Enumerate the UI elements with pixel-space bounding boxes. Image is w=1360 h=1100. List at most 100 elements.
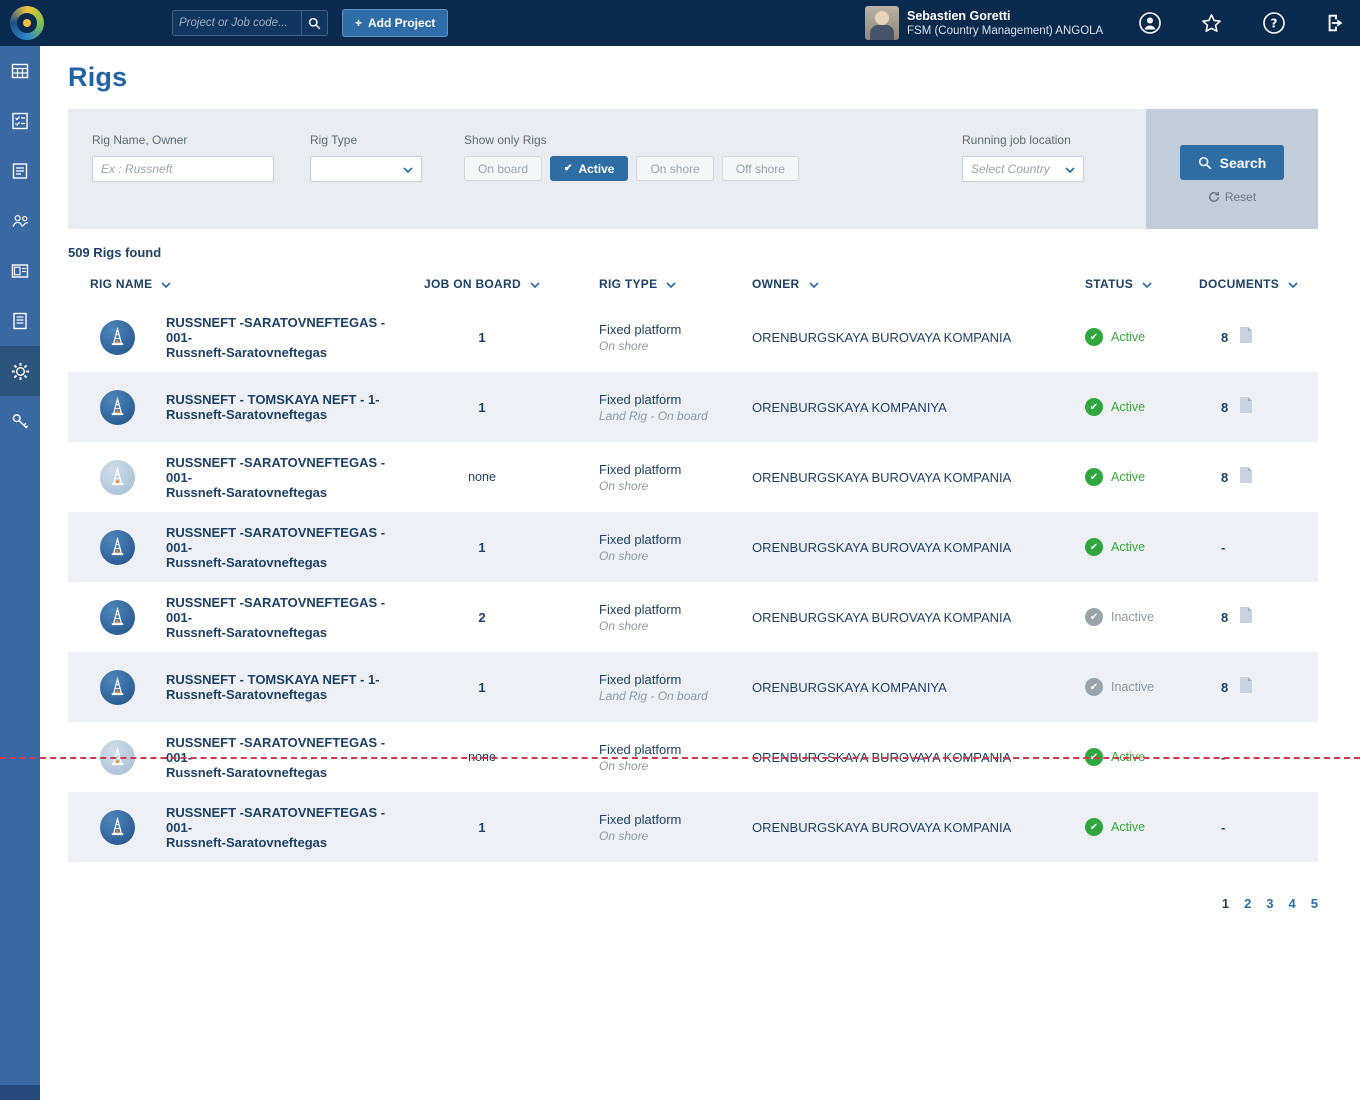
table-row[interactable]: RUSSNEFT - TOMSKAYA NEFT - 1- Russneft-Sa…	[68, 652, 1318, 722]
user-circle-icon[interactable]	[1137, 11, 1162, 36]
chevron-down-icon[interactable]	[1288, 277, 1298, 291]
column-header-rig-type[interactable]: RIG TYPE	[556, 277, 721, 291]
rig-type: Fixed platform On shore	[599, 741, 682, 773]
column-header-job-on-board[interactable]: JOB ON BOARD	[408, 277, 556, 291]
rig-type: Fixed platform Land Rig - On board	[599, 671, 708, 703]
status-badge: ✔ Active	[1054, 328, 1199, 346]
rig-name-label: Rig Name, Owner	[92, 133, 188, 147]
toggle-on-board[interactable]: On board	[464, 156, 543, 181]
document-icon[interactable]	[1239, 466, 1253, 489]
document-icon[interactable]	[1239, 396, 1253, 419]
chevron-down-icon[interactable]	[1142, 277, 1152, 291]
documents-cell: -	[1221, 819, 1226, 835]
star-icon[interactable]	[1199, 11, 1224, 36]
rig-name[interactable]: RUSSNEFT - TOMSKAYA NEFT - 1- Russneft-Sa…	[166, 392, 380, 422]
job-on-board: 1	[478, 539, 486, 555]
rig-type: Fixed platform On shore	[599, 461, 682, 493]
logout-icon[interactable]	[1323, 11, 1348, 36]
page-number-4[interactable]: 4	[1288, 896, 1296, 911]
status-check-icon: ✔	[1085, 608, 1103, 626]
sidebar-item-tasks[interactable]	[0, 96, 40, 146]
rig-icon	[99, 739, 135, 775]
status-check-icon: ✔	[1085, 748, 1103, 766]
page-number-3[interactable]: 3	[1266, 896, 1274, 911]
rig-name[interactable]: RUSSNEFT -SARATOVNEFTEGAS - 001- Russneft…	[166, 594, 386, 640]
search-button[interactable]: Search	[1180, 145, 1284, 180]
sidebar-item-reports[interactable]	[0, 146, 40, 196]
document-icon	[1240, 676, 1253, 693]
sidebar-item-planning[interactable]	[0, 46, 40, 96]
table-row[interactable]: RUSSNEFT - TOMSKAYA NEFT - 1- Russneft-Sa…	[68, 372, 1318, 442]
rig-type: Fixed platform On shore	[599, 531, 682, 563]
help-icon[interactable]: ?	[1261, 11, 1286, 36]
document-icon[interactable]	[1239, 606, 1253, 629]
rig-icon	[99, 459, 135, 495]
sidebar-footer[interactable]	[0, 1085, 40, 1100]
rig-icon	[99, 809, 135, 845]
user-block[interactable]: Sebastien Goretti FSM (Country Managemen…	[865, 6, 1103, 40]
rig-name[interactable]: RUSSNEFT - TOMSKAYA NEFT - 1- Russneft-Sa…	[166, 672, 380, 702]
rig-name[interactable]: RUSSNEFT -SARATOVNEFTEGAS - 001- Russneft…	[166, 454, 386, 500]
table-row[interactable]: RUSSNEFT -SARATOVNEFTEGAS - 001- Russneft…	[68, 512, 1318, 582]
rig-type-select[interactable]	[310, 156, 422, 182]
toggle-on-shore[interactable]: On shore	[636, 156, 714, 181]
table-row[interactable]: RUSSNEFT -SARATOVNEFTEGAS - 001- Russneft…	[68, 302, 1318, 372]
user-role: FSM (Country Management) ANGOLA	[907, 25, 1104, 37]
page-number-2[interactable]: 2	[1244, 896, 1252, 911]
documents-cell: -	[1221, 749, 1226, 765]
document-icon	[1240, 326, 1253, 343]
sidebar-item-notes[interactable]	[0, 296, 40, 346]
people-icon	[11, 212, 30, 230]
column-header-owner[interactable]: OWNER	[721, 277, 1054, 291]
country-select[interactable]: Select Country	[962, 156, 1084, 182]
filter-panel: Rig Name, Owner Rig Type Show only Rigs …	[68, 109, 1318, 229]
documents-cell: 8	[1199, 326, 1318, 349]
main-content: Rigs Rig Name, Owner Rig Type Show only …	[40, 46, 1360, 911]
status-check-icon: ✔	[1085, 468, 1103, 486]
add-project-button[interactable]: + Add Project	[342, 9, 449, 37]
results-count: 509 Rigs found	[68, 245, 162, 260]
status-badge: ✔ Active	[1054, 818, 1199, 836]
status-badge: ✔ Active	[1054, 538, 1199, 556]
chevron-down-icon[interactable]	[530, 277, 540, 291]
table-row[interactable]: RUSSNEFT -SARATOVNEFTEGAS - 001- Russneft…	[68, 722, 1318, 792]
column-header-status[interactable]: STATUS	[1054, 277, 1199, 291]
page-title: Rigs	[68, 62, 128, 92]
rig-name[interactable]: RUSSNEFT -SARATOVNEFTEGAS - 001- Russneft…	[166, 314, 386, 360]
search-icon[interactable]	[301, 11, 327, 35]
document-icon[interactable]	[1239, 326, 1253, 349]
sidebar-item-access[interactable]	[0, 396, 40, 446]
table-row[interactable]: RUSSNEFT -SARATOVNEFTEGAS - 001- Russneft…	[68, 582, 1318, 652]
document-icon	[1240, 466, 1253, 483]
table-row[interactable]: RUSSNEFT -SARATOVNEFTEGAS - 001- Russneft…	[68, 792, 1318, 862]
page-number-5[interactable]: 5	[1310, 896, 1318, 911]
reset-button[interactable]: Reset	[1208, 190, 1256, 204]
add-project-label: Add Project	[368, 16, 436, 30]
toggle-active[interactable]: ✔ Active	[550, 156, 629, 181]
rig-name[interactable]: RUSSNEFT -SARATOVNEFTEGAS - 001- Russneft…	[166, 804, 386, 850]
rig-name-input[interactable]	[92, 156, 274, 182]
rig-name[interactable]: RUSSNEFT -SARATOVNEFTEGAS - 001- Russneft…	[166, 734, 386, 780]
column-header-documents[interactable]: DOCUMENTS	[1199, 277, 1318, 291]
sidebar-item-cards[interactable]	[0, 246, 40, 296]
page-number-1[interactable]: 1	[1221, 896, 1230, 911]
toggle-off-shore[interactable]: Off shore	[721, 156, 799, 181]
sidebar-item-people[interactable]	[0, 196, 40, 246]
rig-name[interactable]: RUSSNEFT -SARATOVNEFTEGAS - 001- Russneft…	[166, 524, 386, 570]
column-header-rig-name[interactable]: RIG NAME	[68, 277, 408, 291]
chevron-down-icon[interactable]	[666, 277, 677, 291]
app-logo-icon[interactable]	[10, 6, 44, 40]
sidebar-item-settings[interactable]	[0, 346, 40, 396]
document-icon[interactable]	[1239, 676, 1253, 699]
documents-cell: 8	[1199, 466, 1318, 489]
documents-cell: -	[1221, 539, 1226, 555]
chevron-down-icon[interactable]	[161, 277, 172, 291]
document-icon	[1240, 606, 1253, 623]
chevron-down-icon[interactable]	[808, 277, 819, 291]
owner: ORENBURGSKAYA BUROVAYA KOMPANIA	[752, 539, 1012, 555]
global-search-input[interactable]	[173, 11, 301, 35]
table-row[interactable]: RUSSNEFT -SARATOVNEFTEGAS - 001- Russneft…	[68, 442, 1318, 512]
rig-filter-toggles: On board ✔ Active On shore Off shore	[464, 156, 799, 181]
rig-type: Fixed platform Land Rig - On board	[599, 391, 708, 423]
key-icon	[11, 412, 30, 431]
